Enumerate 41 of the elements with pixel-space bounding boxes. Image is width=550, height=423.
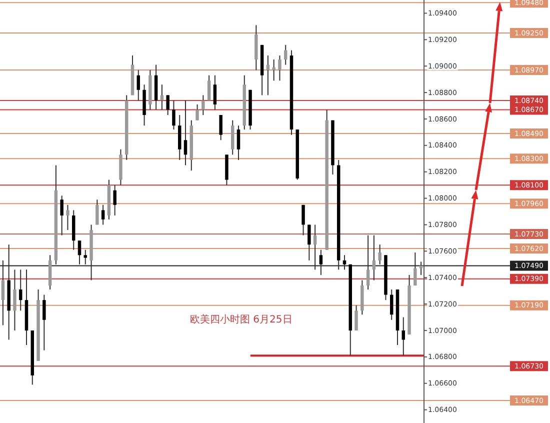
candlestick	[354, 304, 358, 331]
candlestick	[342, 254, 346, 270]
candlestick	[419, 261, 423, 276]
candlestick	[272, 58, 276, 82]
candlestick	[390, 288, 394, 320]
candlestick	[96, 199, 99, 226]
candlestick	[230, 120, 234, 156]
candlestick	[378, 244, 382, 265]
candlestick	[184, 100, 188, 166]
candlestick	[372, 234, 376, 281]
candlestick	[84, 249, 88, 265]
candlestick	[196, 104, 199, 121]
candlestick	[207, 74, 211, 101]
candlestick	[414, 252, 417, 286]
candlestick	[66, 204, 70, 231]
candlestick	[402, 316, 406, 356]
annotation: 欧美四小时图 6月25日	[190, 314, 292, 326]
candlestick	[178, 114, 182, 160]
candlestick	[160, 84, 164, 110]
candlestick	[18, 269, 22, 312]
candlestick	[60, 195, 64, 236]
candlestick	[319, 249, 323, 276]
candlestick	[172, 100, 176, 130]
candlestick	[101, 204, 105, 226]
candlestick	[313, 224, 317, 270]
candlestick	[113, 184, 116, 216]
candlestick	[284, 44, 288, 66]
candlestick	[42, 294, 46, 351]
candlestick	[78, 240, 82, 265]
candlestick	[13, 269, 16, 331]
candlestick	[219, 114, 222, 141]
candlestick	[213, 74, 217, 110]
candlestick	[308, 224, 311, 261]
candlestick	[278, 55, 282, 82]
candlestick	[366, 234, 370, 290]
candlestick	[236, 125, 240, 160]
candlestick	[302, 204, 305, 236]
candlestick	[136, 70, 140, 101]
candlestick	[166, 94, 170, 116]
candlestick	[1, 260, 5, 326]
candlestick	[202, 94, 205, 116]
